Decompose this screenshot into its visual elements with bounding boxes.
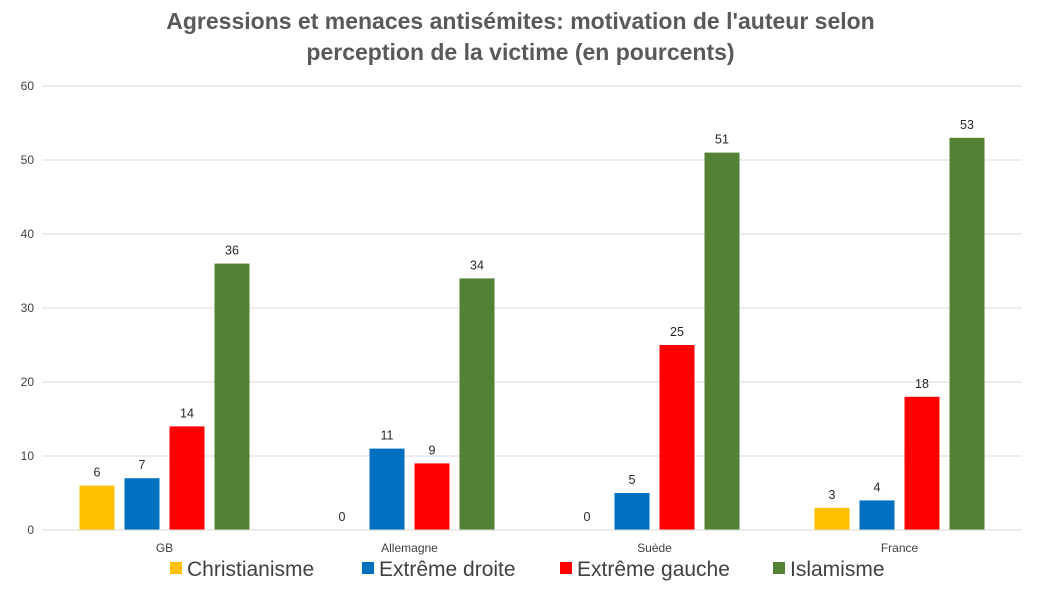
data-label: 0: [339, 510, 346, 524]
bar: [169, 426, 205, 530]
legend-swatch: [560, 562, 572, 574]
bar: [214, 263, 250, 530]
y-tick-label: 40: [21, 227, 35, 241]
x-tick-label: Suède: [637, 541, 672, 555]
x-tick-label: GB: [156, 541, 173, 555]
data-label: 34: [470, 258, 484, 272]
data-label: 36: [225, 244, 239, 258]
data-label: 9: [429, 443, 436, 457]
bar: [814, 507, 850, 530]
data-label: 7: [139, 458, 146, 472]
y-tick-label: 20: [21, 375, 35, 389]
data-label: 5: [629, 473, 636, 487]
chart-title: Agressions et menaces antisémites: motiv…: [0, 6, 1041, 68]
data-label: 51: [715, 133, 729, 147]
data-label: 6: [94, 466, 101, 480]
bar: [124, 478, 160, 530]
legend-swatch: [170, 562, 182, 574]
legend-label: Christianisme: [187, 558, 314, 581]
legend-label: Extrême droite: [379, 558, 516, 581]
legend-swatch: [773, 562, 785, 574]
bar: [859, 500, 895, 530]
legend-swatch: [362, 562, 374, 574]
x-tick-label: France: [881, 541, 919, 555]
bar: [79, 485, 115, 530]
bar: [414, 463, 450, 530]
bar: [949, 137, 985, 531]
data-label: 4: [874, 480, 881, 494]
bar: [659, 345, 695, 530]
chart-title-line-2: perception de la victime (en pourcents): [306, 39, 735, 65]
data-label: 3: [829, 488, 836, 502]
chart-title-line-1: Agressions et menaces antisémites: motiv…: [166, 8, 875, 34]
bar: [369, 448, 405, 530]
y-tick-label: 10: [21, 449, 35, 463]
data-label: 18: [915, 377, 929, 391]
data-label: 53: [960, 118, 974, 132]
bar: [459, 278, 495, 530]
bar: [614, 493, 650, 530]
data-label: 25: [670, 325, 684, 339]
legend-label: Islamisme: [790, 558, 885, 581]
y-tick-label: 50: [21, 153, 35, 167]
data-label: 11: [381, 429, 394, 443]
legend-label: Extrême gauche: [577, 558, 730, 581]
bar: [704, 152, 740, 530]
x-tick-label: Allemagne: [381, 541, 438, 555]
y-tick-label: 60: [21, 79, 35, 93]
y-tick-label: 30: [21, 301, 35, 315]
bar: [904, 396, 940, 530]
data-label: 14: [180, 406, 194, 420]
y-tick-label: 0: [27, 523, 34, 537]
data-label: 0: [584, 510, 591, 524]
